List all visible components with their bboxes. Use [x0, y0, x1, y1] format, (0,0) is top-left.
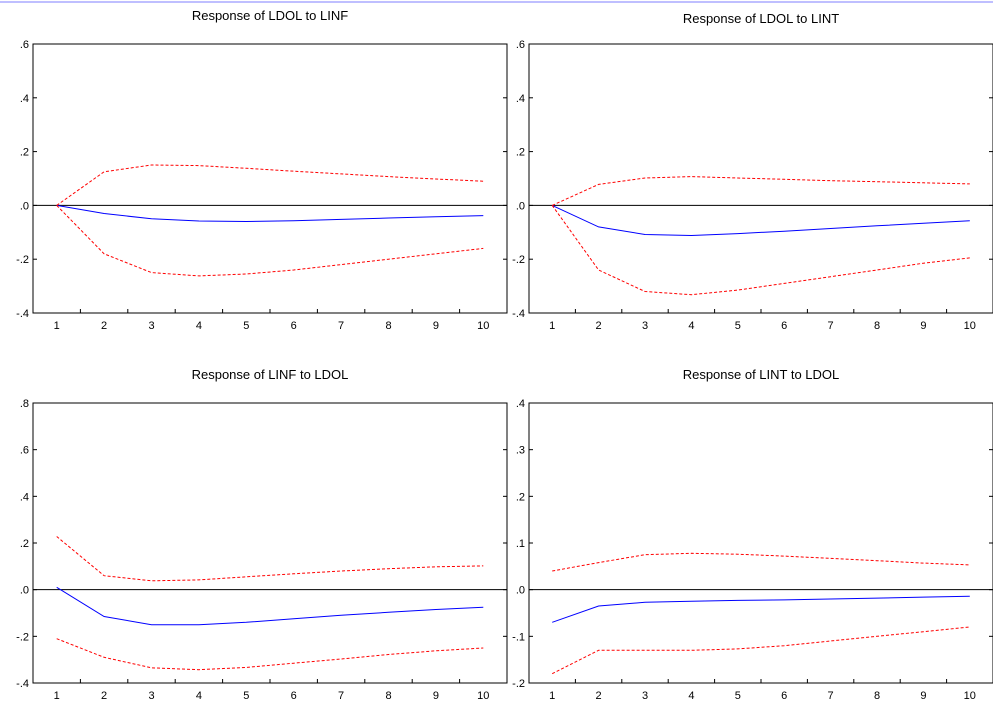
x-tick-label: 10: [477, 690, 489, 702]
x-tick-label: 4: [196, 320, 202, 332]
series-upper-band: [552, 552, 970, 572]
x-tick-label: 1: [54, 690, 60, 702]
y-tick-label: .0: [516, 585, 525, 597]
x-tick-label: 8: [874, 690, 880, 702]
panel-2: Response of LDOL to LINT .6 .4 .2 .0 -.2 -.4 1 2…: [512, 11, 993, 332]
panel-title: Response of LDOL to LINF: [192, 8, 348, 23]
series-upper-band: [56, 536, 484, 582]
top-rule: [0, 1, 993, 3]
x-tick-label: 5: [243, 320, 249, 332]
x-tick-label: 6: [291, 320, 297, 332]
x-tick-label: 5: [735, 320, 741, 332]
x-tick-label: 10: [964, 320, 976, 332]
y-tick-label: .2: [20, 147, 29, 159]
x-tick-label: 8: [385, 320, 391, 332]
y-tick-label: .0: [516, 200, 525, 212]
y-tick-label: .8: [20, 398, 29, 410]
y-tick-label: .0: [20, 200, 29, 212]
y-tick-label: -.2: [16, 631, 29, 643]
x-tick-label: 3: [642, 690, 648, 702]
series-lower-band: [56, 205, 484, 277]
panel-title: Response of LDOL to LINT: [683, 11, 839, 26]
y-tick-label: .4: [516, 398, 525, 410]
y-tick-label: -.2: [512, 254, 525, 266]
x-tick-label: 6: [781, 320, 787, 332]
y-tick-label: .2: [516, 491, 525, 503]
x-tick-label: 2: [101, 320, 107, 332]
x-tick-label: 7: [338, 320, 344, 332]
panel-4: Response of LINT to LDOL .4 .3 .2 .1 .0 -.1 -.2…: [512, 367, 993, 702]
x-tick-label: 9: [920, 320, 926, 332]
y-tick-label: .4: [20, 491, 29, 503]
y-tick-label: -.4: [16, 678, 29, 690]
x-tick-label: 7: [338, 690, 344, 702]
panel-3: Response of LINF to LDOL .8 .6 .4 .2 .0 -.2 -.4…: [16, 367, 508, 702]
series-upper-band: [56, 164, 484, 206]
plot-frame: [528, 402, 993, 684]
panel-title: Response of LINT to LDOL: [683, 367, 840, 382]
x-tick-label: 1: [549, 320, 555, 332]
y-tick-label: -.1: [512, 631, 525, 643]
panel-title: Response of LINF to LDOL: [192, 367, 349, 382]
y-tick-label: .6: [20, 39, 29, 51]
x-tick-label: 2: [101, 690, 107, 702]
x-tick-label: 6: [781, 690, 787, 702]
x-tick-label: 10: [477, 320, 489, 332]
y-tick-label: .4: [20, 93, 29, 105]
x-tick-label: 7: [828, 690, 834, 702]
x-tick-label: 9: [920, 690, 926, 702]
y-tick-label: .0: [20, 585, 29, 597]
y-tick-label: .3: [516, 445, 525, 457]
y-tick-label: .2: [516, 147, 525, 159]
plot-frame: [32, 402, 508, 684]
x-tick-label: 10: [964, 690, 976, 702]
y-tick-label: -.4: [512, 308, 525, 320]
x-tick-label: 4: [688, 320, 694, 332]
x-tick-label: 9: [433, 690, 439, 702]
x-tick-label: 8: [385, 690, 391, 702]
y-tick-label: -.2: [512, 678, 525, 690]
series-lower-band: [551, 626, 970, 675]
y-tick-label: .6: [20, 445, 29, 457]
y-tick-label: -.4: [16, 308, 29, 320]
x-tick-label: 1: [549, 690, 555, 702]
x-tick-label: 9: [433, 320, 439, 332]
series-lower-band: [56, 638, 484, 671]
plot-frame: [528, 43, 993, 314]
x-tick-label: 3: [148, 320, 154, 332]
series-response: [56, 204, 484, 223]
panel-1: Response of LDOL to LINF .6 .4 .2 .0 -.2 -.4 1 2…: [16, 8, 508, 332]
x-tick-label: 6: [291, 690, 297, 702]
y-tick-label: .2: [20, 538, 29, 550]
x-tick-label: 5: [243, 690, 249, 702]
series-response: [56, 586, 484, 626]
x-tick-label: 2: [596, 320, 602, 332]
series-upper-band: [551, 176, 970, 206]
x-tick-label: 8: [874, 320, 880, 332]
x-tick-label: 4: [196, 690, 202, 702]
y-tick-label: .6: [516, 39, 525, 51]
x-tick-label: 7: [828, 320, 834, 332]
x-tick-label: 3: [148, 690, 154, 702]
x-tick-label: 2: [596, 690, 602, 702]
y-tick-label: .4: [516, 93, 525, 105]
x-tick-label: 4: [688, 690, 694, 702]
x-tick-label: 5: [735, 690, 741, 702]
series-response: [551, 204, 970, 237]
x-tick-label: 3: [642, 320, 648, 332]
x-tick-label: 1: [54, 320, 60, 332]
y-tick-label: .1: [516, 538, 525, 550]
series-lower-band: [551, 205, 970, 296]
y-tick-label: -.2: [16, 254, 29, 266]
series-response: [552, 595, 970, 623]
